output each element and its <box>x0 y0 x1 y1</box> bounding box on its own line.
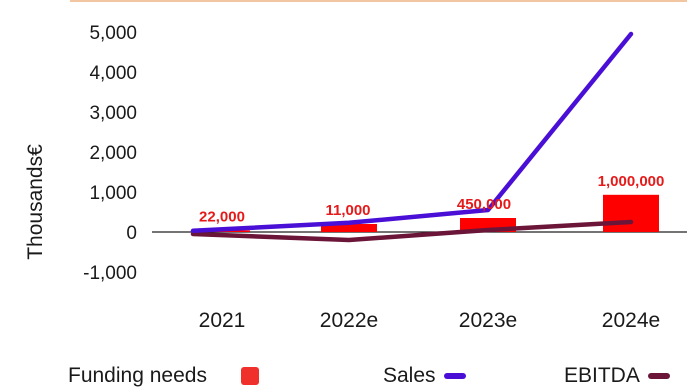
y-tick-label: 0 <box>126 223 137 244</box>
legend-label-funding-needs: Funding needs <box>68 364 207 387</box>
funding-bar <box>603 194 659 232</box>
x-tick-label: 2024e <box>602 309 660 332</box>
y-tick-label: 2,000 <box>89 143 137 164</box>
x-axis: 2021 2022e 2023e 2024e <box>199 309 661 332</box>
bar-data-label: 450,000 <box>457 196 511 213</box>
y-axis: -1,000 0 1,000 2,000 3,000 4,000 5,000 <box>83 23 687 284</box>
bar-data-label: 22,000 <box>199 208 245 225</box>
sales-line <box>190 31 634 234</box>
legend-item-funding-needs: Funding needs <box>68 364 259 388</box>
x-tick-label: 2022e <box>320 309 378 332</box>
funding-bar <box>321 224 377 232</box>
bar-data-label: 1,000,000 <box>598 173 665 190</box>
y-axis-title: Thousands€ <box>24 144 47 260</box>
sales-swatch-icon <box>443 373 466 379</box>
x-tick-label: 2021 <box>199 309 246 332</box>
ebitda-swatch-icon <box>647 373 670 379</box>
legend-label-sales: Sales <box>383 364 436 387</box>
y-tick-label: 1,000 <box>89 183 137 204</box>
x-tick-label: 2023e <box>459 309 517 332</box>
series-lines <box>190 31 634 243</box>
legend-item-sales: Sales <box>383 364 466 388</box>
legend-label-ebitda: EBITDA <box>564 364 640 387</box>
y-tick-label: 4,000 <box>89 63 137 84</box>
y-tick-label: 5,000 <box>89 23 137 44</box>
funding-needs-swatch-icon <box>240 367 259 385</box>
legend-item-ebitda: EBITDA <box>564 364 670 388</box>
bar-data-label: 11,000 <box>325 202 370 219</box>
bar-data-labels: 22,000 11,000 450,000 1,000,000 <box>199 173 664 226</box>
ebitda-line <box>190 219 634 243</box>
legend: Funding needs Sales EBITDA <box>0 364 687 389</box>
y-tick-label: -1,000 <box>83 263 137 284</box>
y-tick-label: 3,000 <box>89 103 137 124</box>
